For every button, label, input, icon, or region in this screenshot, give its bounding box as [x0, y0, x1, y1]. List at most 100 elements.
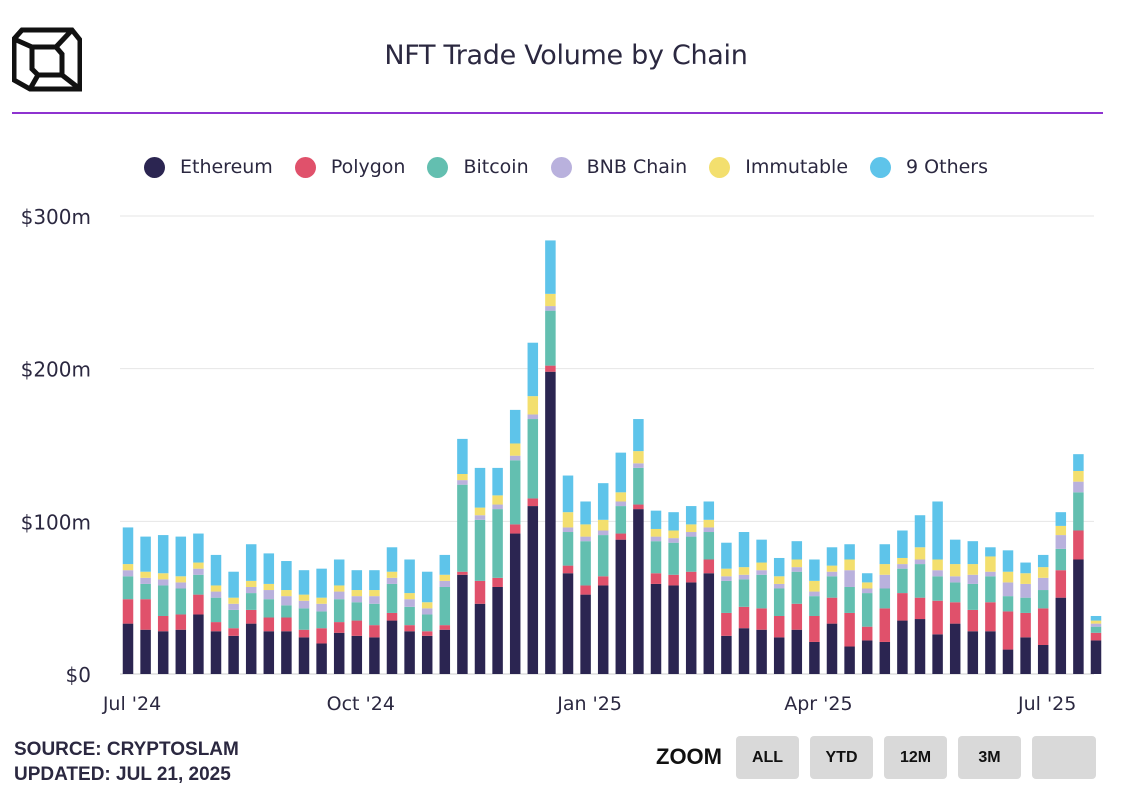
- bar-segment-bnb-chain[interactable]: [404, 599, 415, 607]
- bar-segment-polygon[interactable]: [791, 603, 803, 630]
- bar-segment-bitcoin[interactable]: [210, 597, 222, 623]
- bar-segment-polygon[interactable]: [597, 576, 609, 586]
- bar-segment-9-others[interactable]: [985, 547, 996, 557]
- bar-segment-ethereum[interactable]: [1090, 640, 1102, 674]
- bar-segment-immutable[interactable]: [668, 530, 679, 539]
- bar-segment-immutable[interactable]: [826, 565, 838, 572]
- bar-segment-polygon[interactable]: [439, 625, 451, 630]
- bar-segment-immutable[interactable]: [527, 396, 539, 415]
- bar-segment-polygon[interactable]: [897, 593, 908, 621]
- bar-segment-9-others[interactable]: [580, 501, 591, 525]
- bar-segment-ethereum[interactable]: [685, 582, 697, 674]
- bar-segment-immutable[interactable]: [756, 562, 767, 571]
- bar-segment-bitcoin[interactable]: [1037, 590, 1049, 609]
- bar-segment-ethereum[interactable]: [897, 620, 908, 674]
- bar-segment-bnb-chain[interactable]: [580, 536, 591, 542]
- bar-segment-immutable[interactable]: [791, 559, 803, 568]
- bar-segment-bnb-chain[interactable]: [914, 559, 926, 565]
- bar-segment-ethereum[interactable]: [633, 509, 644, 674]
- bar-segment-bitcoin[interactable]: [861, 593, 873, 627]
- bar-segment-bitcoin[interactable]: [527, 419, 539, 499]
- bar-segment-bnb-chain[interactable]: [668, 538, 679, 543]
- bar-segment-bnb-chain[interactable]: [650, 536, 662, 542]
- bar-segment-ethereum[interactable]: [369, 637, 380, 674]
- bar-segment-bitcoin[interactable]: [1002, 596, 1014, 612]
- bar-segment-bnb-chain[interactable]: [562, 527, 574, 533]
- bar-segment-bnb-chain[interactable]: [615, 501, 627, 507]
- bar-segment-ethereum[interactable]: [351, 635, 363, 674]
- bar-segment-ethereum[interactable]: [474, 603, 486, 674]
- bar-segment-9-others[interactable]: [809, 559, 820, 581]
- bar-segment-bitcoin[interactable]: [703, 532, 715, 560]
- bar-segment-bnb-chain[interactable]: [474, 515, 486, 520]
- bar-segment-ethereum[interactable]: [1073, 559, 1084, 675]
- bar-segment-bnb-chain[interactable]: [985, 571, 996, 577]
- bar-segment-bitcoin[interactable]: [122, 576, 134, 600]
- bar-segment-polygon[interactable]: [140, 599, 151, 630]
- bar-segment-polygon[interactable]: [545, 365, 556, 372]
- bar-segment-polygon[interactable]: [703, 559, 715, 574]
- bar-segment-immutable[interactable]: [439, 574, 451, 581]
- bar-segment-9-others[interactable]: [369, 570, 380, 591]
- bar-segment-bitcoin[interactable]: [1073, 492, 1084, 531]
- bar-segment-9-others[interactable]: [1055, 512, 1067, 526]
- bar-segment-bnb-chain[interactable]: [826, 571, 838, 577]
- bar-segment-bnb-chain[interactable]: [932, 570, 943, 577]
- bar-segment-ethereum[interactable]: [650, 583, 662, 674]
- bar-segment-ethereum[interactable]: [879, 641, 891, 674]
- bar-segment-9-others[interactable]: [492, 467, 503, 496]
- bar-segment-polygon[interactable]: [122, 599, 134, 624]
- bar-segment-polygon[interactable]: [316, 628, 327, 644]
- bar-segment-immutable[interactable]: [298, 594, 310, 601]
- bar-segment-bitcoin[interactable]: [457, 484, 468, 572]
- bar-segment-immutable[interactable]: [316, 597, 327, 604]
- bar-segment-immutable[interactable]: [193, 562, 204, 569]
- bar-segment-bnb-chain[interactable]: [721, 576, 732, 581]
- bar-segment-ethereum[interactable]: [826, 623, 838, 674]
- bar-segment-immutable[interactable]: [844, 559, 855, 571]
- bar-segment-immutable[interactable]: [263, 583, 275, 591]
- bar-segment-bitcoin[interactable]: [1090, 626, 1102, 633]
- bar-segment-9-others[interactable]: [844, 544, 855, 560]
- bar-segment-9-others[interactable]: [316, 568, 327, 598]
- bar-segment-immutable[interactable]: [175, 576, 187, 583]
- bar-segment-polygon[interactable]: [879, 608, 891, 642]
- bar-segment-ethereum[interactable]: [386, 620, 398, 674]
- legend-item-bitcoin[interactable]: Bitcoin: [427, 156, 529, 178]
- zoom-ytd-button[interactable]: YTD: [810, 736, 873, 779]
- bar-segment-9-others[interactable]: [404, 559, 415, 594]
- bar-segment-bnb-chain[interactable]: [228, 603, 239, 610]
- bar-segment-bitcoin[interactable]: [1020, 597, 1031, 613]
- bar-segment-ethereum[interactable]: [545, 371, 556, 674]
- bar-segment-polygon[interactable]: [193, 594, 204, 615]
- bar-segment-9-others[interactable]: [263, 553, 275, 584]
- zoom-extra-button[interactable]: [1032, 736, 1096, 779]
- bar-segment-immutable[interactable]: [703, 519, 715, 528]
- bar-segment-bitcoin[interactable]: [245, 593, 257, 610]
- bar-segment-bitcoin[interactable]: [157, 585, 169, 616]
- bar-segment-polygon[interactable]: [421, 631, 433, 636]
- bar-segment-polygon[interactable]: [175, 614, 187, 630]
- bar-segment-bnb-chain[interactable]: [844, 570, 855, 587]
- bar-segment-immutable[interactable]: [351, 590, 363, 597]
- bar-segment-polygon[interactable]: [210, 622, 222, 632]
- bar-segment-polygon[interactable]: [756, 608, 767, 630]
- bar-segment-immutable[interactable]: [457, 474, 468, 481]
- bar-segment-bnb-chain[interactable]: [351, 596, 363, 603]
- bar-segment-bitcoin[interactable]: [351, 602, 363, 621]
- bar-segment-bitcoin[interactable]: [281, 605, 292, 618]
- bar-segment-bnb-chain[interactable]: [545, 306, 556, 311]
- bar-segment-bitcoin[interactable]: [492, 509, 503, 578]
- bar-segment-bnb-chain[interactable]: [298, 600, 310, 609]
- bar-segment-immutable[interactable]: [985, 556, 996, 572]
- bar-segment-ethereum[interactable]: [985, 631, 996, 674]
- bar-segment-immutable[interactable]: [861, 582, 873, 589]
- bar-segment-polygon[interactable]: [1037, 608, 1049, 645]
- bar-segment-polygon[interactable]: [949, 602, 961, 624]
- bar-segment-bitcoin[interactable]: [985, 576, 996, 603]
- bar-segment-9-others[interactable]: [474, 467, 486, 508]
- bar-segment-polygon[interactable]: [351, 620, 363, 636]
- bar-segment-9-others[interactable]: [949, 539, 961, 565]
- bar-segment-ethereum[interactable]: [1055, 597, 1067, 674]
- bar-segment-bnb-chain[interactable]: [773, 583, 785, 589]
